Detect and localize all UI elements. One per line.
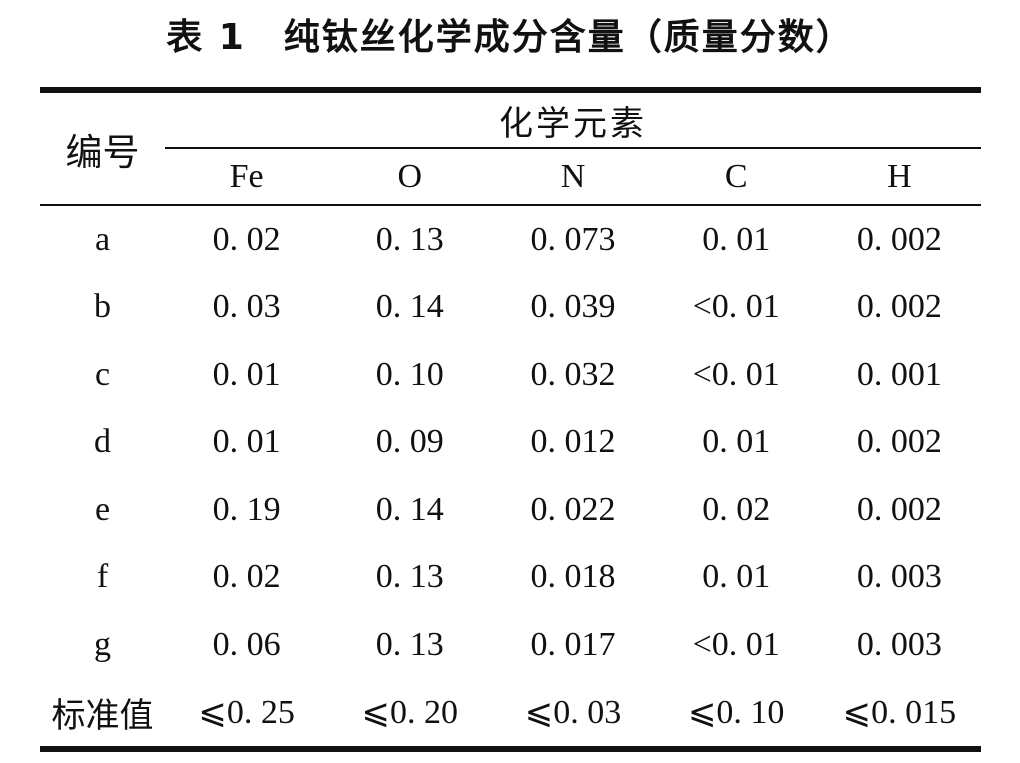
cell-c: 0. 01	[702, 220, 771, 258]
cell-h: 0. 002	[856, 490, 942, 528]
table-row: f 0. 02 0. 13 0. 018 0. 01 0. 003	[40, 544, 981, 612]
cell-fe: 0. 02	[212, 220, 281, 258]
cell-c: 0. 01	[702, 423, 771, 461]
row-label: 标准值	[51, 697, 154, 735]
row-label: b	[94, 288, 111, 326]
header-col-c: C	[724, 157, 748, 195]
header-col-h: H	[887, 157, 912, 195]
header-col-fe: Fe	[229, 157, 264, 195]
table-row: g 0. 06 0. 13 0. 017 <0. 01 0. 003	[40, 611, 981, 679]
row-label: g	[94, 625, 111, 663]
cell-fe: 0. 02	[212, 558, 281, 596]
cell-o: 0. 14	[375, 288, 444, 326]
row-label: e	[94, 490, 111, 528]
cell-c: ⩽0. 10	[687, 694, 785, 732]
cell-o: ⩽0. 20	[361, 694, 459, 732]
cell-o: 0. 13	[375, 558, 444, 596]
row-label: f	[96, 558, 109, 596]
cell-fe: 0. 01	[212, 355, 281, 393]
header-col-n: N	[560, 157, 586, 195]
cell-fe: 0. 01	[212, 423, 281, 461]
header-id-column: 编号	[65, 132, 140, 174]
cell-o: 0. 13	[375, 625, 444, 663]
cell-c: <0. 01	[692, 625, 780, 663]
cell-c: <0. 01	[692, 288, 780, 326]
cell-n: 0. 073	[530, 220, 616, 258]
cell-o: 0. 09	[375, 423, 444, 461]
header-col-o: O	[397, 157, 423, 195]
cell-h: 0. 002	[856, 288, 942, 326]
cell-c: 0. 01	[702, 558, 771, 596]
cell-h: 0. 003	[856, 625, 942, 663]
cell-n: 0. 039	[530, 288, 616, 326]
table-row: b 0. 03 0. 14 0. 039 <0. 01 0. 002	[40, 274, 981, 342]
row-label: c	[94, 355, 111, 393]
cell-n: 0. 032	[530, 355, 616, 393]
cell-n: 0. 022	[530, 490, 616, 528]
cell-h: 0. 003	[856, 558, 942, 596]
cell-h: 0. 001	[856, 355, 942, 393]
table-row: a 0. 02 0. 13 0. 073 0. 01 0. 002	[40, 206, 981, 274]
composition-table: 编号 化学元素 Fe O N C H a 0. 02 0. 13 0. 073 …	[40, 87, 981, 752]
table-title: 表 1 纯钛丝化学成分含量（质量分数）	[166, 17, 854, 58]
cell-o: 0. 10	[375, 355, 444, 393]
cell-o: 0. 14	[375, 490, 444, 528]
cell-n: 0. 012	[530, 423, 616, 461]
row-label: d	[94, 423, 111, 461]
row-label: a	[94, 220, 111, 258]
table-row: e 0. 19 0. 14 0. 022 0. 02 0. 002	[40, 476, 981, 544]
cell-c: <0. 01	[692, 355, 780, 393]
cell-h: 0. 002	[856, 423, 942, 461]
cell-n: 0. 018	[530, 558, 616, 596]
header-group-elements: 化学元素	[165, 93, 981, 149]
cell-c: 0. 02	[702, 490, 771, 528]
table-row: c 0. 01 0. 10 0. 032 <0. 01 0. 001	[40, 341, 981, 409]
cell-fe: 0. 03	[212, 288, 281, 326]
table-header: 编号 化学元素 Fe O N C H	[40, 93, 981, 206]
cell-fe: 0. 06	[212, 625, 281, 663]
cell-fe: 0. 19	[212, 490, 281, 528]
cell-n: ⩽0. 03	[524, 694, 622, 732]
cell-h: 0. 002	[856, 220, 942, 258]
table-row: d 0. 01 0. 09 0. 012 0. 01 0. 002	[40, 409, 981, 477]
table-row-standard-values: 标准值 ⩽0. 25 ⩽0. 20 ⩽0. 03 ⩽0. 10 ⩽0. 015	[40, 679, 981, 747]
cell-h: ⩽0. 015	[842, 694, 957, 732]
cell-o: 0. 13	[375, 220, 444, 258]
cell-n: 0. 017	[530, 625, 616, 663]
cell-fe: ⩽0. 25	[198, 694, 295, 732]
